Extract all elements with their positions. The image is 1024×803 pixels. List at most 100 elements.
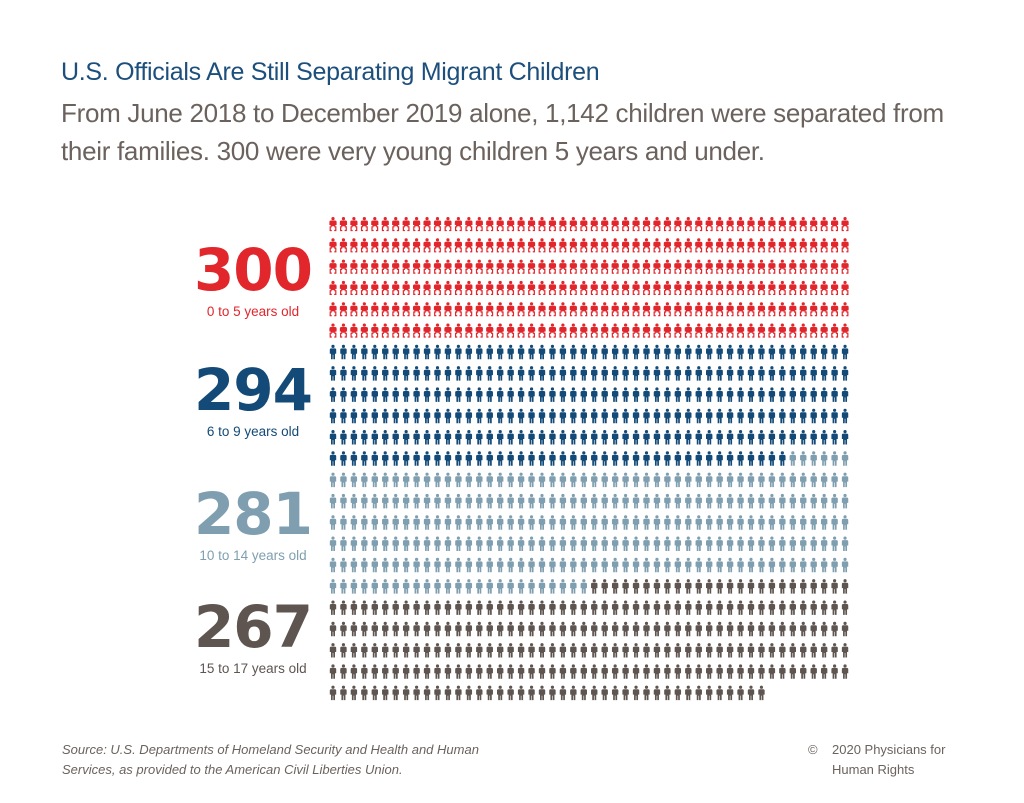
baby-icon [726, 302, 734, 317]
baby-icon [527, 323, 536, 338]
child-icon [685, 387, 692, 402]
child-icon [611, 536, 619, 551]
teen-icon [580, 600, 587, 615]
teen-icon [841, 600, 849, 615]
child-icon [465, 430, 473, 445]
baby-icon [548, 238, 557, 253]
teen-icon [549, 643, 556, 658]
child-icon [402, 557, 410, 573]
baby-icon [768, 238, 776, 253]
teen-icon [685, 643, 692, 658]
child-icon [820, 451, 828, 466]
child-icon [350, 451, 358, 466]
child-icon [382, 430, 389, 445]
child-icon [350, 579, 358, 594]
baby-icon [789, 280, 797, 295]
teen-icon [497, 600, 504, 615]
child-icon [580, 451, 587, 466]
child-icon [444, 451, 452, 466]
baby-icon [423, 217, 431, 232]
child-icon [695, 451, 702, 466]
teen-icon [622, 643, 629, 658]
child-icon [549, 472, 556, 488]
baby-icon [768, 302, 776, 317]
teen-icon [476, 600, 483, 615]
child-icon [444, 366, 452, 381]
child-icon [570, 557, 577, 573]
child-icon [350, 493, 358, 509]
teen-icon [486, 664, 493, 679]
baby-icon [465, 302, 473, 317]
teen-icon [632, 643, 640, 658]
child-icon [716, 366, 723, 381]
child-icon [800, 344, 807, 360]
child-icon [538, 408, 546, 424]
child-icon [486, 536, 493, 551]
baby-icon [454, 302, 462, 317]
child-icon [632, 344, 640, 360]
child-icon [685, 366, 692, 381]
child-icon [340, 366, 347, 381]
child-icon [413, 472, 420, 488]
copyright-line-2: Human Rights [832, 762, 915, 777]
baby-icon [726, 217, 734, 232]
child-icon [758, 451, 765, 466]
child-icon [402, 536, 410, 551]
child-icon [570, 366, 577, 381]
baby-icon [820, 217, 828, 232]
child-icon [737, 451, 744, 466]
child-icon [329, 430, 337, 445]
teen-icon [737, 600, 744, 615]
child-icon [559, 344, 567, 360]
child-icon [841, 451, 849, 466]
child-icon [559, 366, 567, 381]
child-icon [716, 430, 723, 445]
child-icon [591, 515, 598, 530]
baby-icon [747, 217, 755, 232]
baby-icon [392, 302, 400, 317]
teen-icon [444, 643, 452, 658]
teen-icon [601, 579, 608, 594]
teen-icon [591, 643, 598, 658]
child-icon [800, 387, 807, 402]
baby-icon [392, 323, 400, 338]
baby-icon [590, 280, 598, 295]
child-icon [695, 557, 702, 573]
child-icon [601, 451, 608, 466]
child-icon [486, 579, 493, 594]
child-icon [507, 472, 514, 488]
child-icon [371, 536, 378, 551]
teen-icon [622, 600, 629, 615]
baby-icon [527, 259, 536, 274]
baby-icon [486, 217, 494, 232]
child-icon [507, 557, 514, 573]
teen-icon [402, 621, 410, 637]
child-icon [779, 451, 786, 466]
baby-icon [799, 238, 807, 253]
child-icon [528, 557, 535, 573]
teen-icon [820, 600, 828, 615]
baby-icon [413, 302, 421, 317]
teen-icon [747, 664, 755, 679]
baby-icon [413, 259, 421, 274]
baby-icon [339, 238, 348, 253]
child-icon [538, 493, 546, 509]
teen-icon [643, 600, 650, 615]
teen-icon [402, 685, 410, 701]
baby-icon [360, 259, 368, 274]
child-icon [674, 408, 682, 424]
baby-icon [622, 302, 630, 317]
baby-icon [663, 217, 671, 232]
child-icon [685, 451, 692, 466]
teen-icon [497, 664, 504, 679]
child-icon [413, 344, 420, 360]
teen-icon [486, 621, 493, 637]
child-icon [465, 451, 473, 466]
child-icon [695, 344, 702, 360]
child-icon [570, 408, 577, 424]
child-icon [497, 515, 504, 530]
teen-icon [413, 600, 420, 615]
teen-icon [382, 600, 389, 615]
child-icon [810, 493, 817, 509]
